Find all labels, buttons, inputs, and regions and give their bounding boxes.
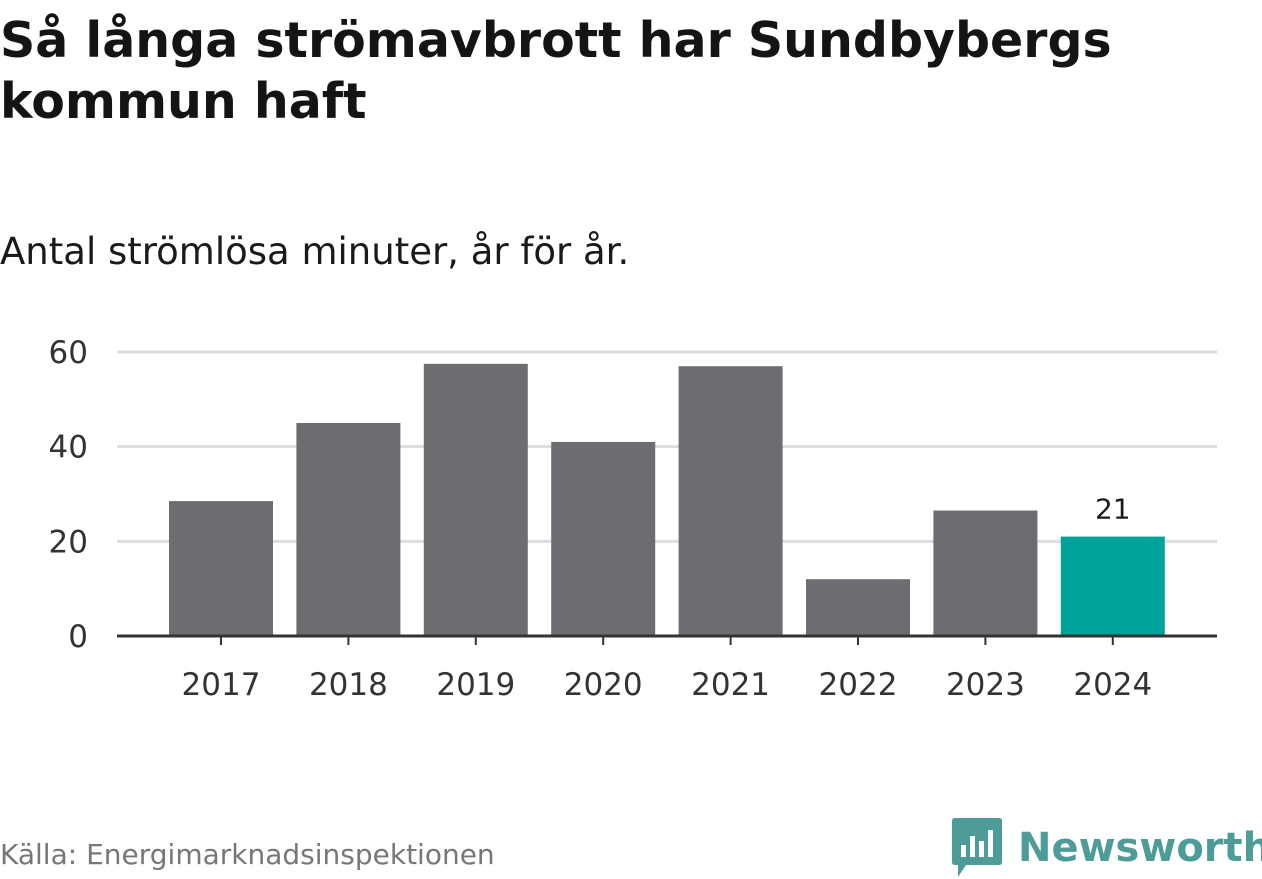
bar-2022 xyxy=(806,579,910,636)
chart-title: Så långa strömavbrott har Sundbybergs ko… xyxy=(0,12,1112,130)
labels: 0 20 40 60 2017 2018 2019 2020 2021 2022 2023 2024 2… xyxy=(49,335,1153,703)
y-tick-label: 40 xyxy=(49,430,88,466)
x-tick-label: 2018 xyxy=(309,667,388,703)
axes xyxy=(117,634,1217,645)
bar-chart-speech-bubble-icon xyxy=(952,818,1002,877)
x-tick-label: 2022 xyxy=(819,667,898,703)
bar-2024 xyxy=(1060,536,1165,636)
bar-2021 xyxy=(678,366,783,636)
x-tick-label: 2023 xyxy=(946,667,1025,703)
bar-2019 xyxy=(423,363,528,636)
y-tick-label: 20 xyxy=(49,524,88,560)
brand-logo: Newsworthy xyxy=(952,818,1262,878)
bars xyxy=(169,363,1165,636)
bar-2023 xyxy=(933,510,1038,636)
bar-2017 xyxy=(169,501,273,636)
brand-name: Newsworthy xyxy=(1018,825,1262,871)
y-tick-label: 60 xyxy=(49,335,88,371)
x-tick-label: 2024 xyxy=(1073,667,1152,703)
x-tick-label: 2020 xyxy=(564,667,643,703)
chart-subtitle: Antal strömlösa minuter, år för år. xyxy=(0,230,630,273)
bar-2020 xyxy=(551,441,656,636)
gridlines xyxy=(117,350,1217,543)
data-label: 21 xyxy=(1095,493,1131,526)
x-tick-label: 2019 xyxy=(436,667,515,703)
x-tick-label: 2021 xyxy=(691,667,770,703)
bar-2018 xyxy=(296,423,401,636)
x-tick-label: 2017 xyxy=(182,667,261,703)
source-note: Källa: Energimarknadsinspektionen xyxy=(0,838,495,871)
y-tick-label: 0 xyxy=(68,619,88,655)
